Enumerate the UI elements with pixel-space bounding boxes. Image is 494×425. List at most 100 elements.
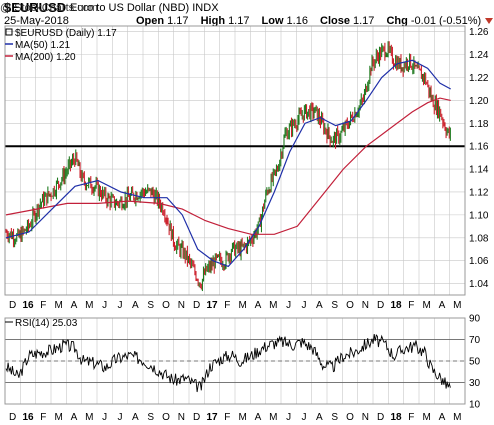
y-tick-label: 1.12	[469, 187, 489, 198]
chg-label: Chg	[386, 15, 408, 27]
x-tick-label: N	[178, 300, 185, 311]
rsi-x-tick-label: 18	[390, 412, 402, 423]
rsi-x-tick-label: A	[132, 412, 139, 423]
x-tick-label: O	[346, 300, 354, 311]
x-tick-label: A	[255, 300, 262, 311]
close-value: 1.17	[353, 15, 375, 27]
ma50-line	[5, 59, 451, 268]
rsi-x-tick-label: A	[255, 412, 262, 423]
rsi-frame	[4, 317, 466, 405]
symbol-title: $EURUSD	[4, 0, 67, 15]
rsi-x-tick-label: M	[269, 412, 277, 423]
legend-ma50-label: MA(50) 1.21	[15, 40, 70, 51]
rsi-x-tick-label: M	[422, 412, 430, 423]
x-tick-label: A	[71, 300, 78, 311]
rsi-x-tick-label: S	[147, 412, 154, 423]
rsi-y-tick-label: 50	[469, 357, 481, 368]
y-tick-label: 1.04	[469, 279, 489, 290]
x-tick-label: A	[132, 300, 139, 311]
high-value: 1.17	[228, 15, 250, 27]
brand-label: @ StockCharts.com	[0, 2, 98, 14]
y-tick-label: 1.06	[469, 256, 489, 267]
x-tick-label: M	[54, 300, 62, 311]
rsi-x-tick-label: A	[71, 412, 78, 423]
x-tick-label: M	[422, 300, 430, 311]
y-tick-label: 1.22	[469, 73, 489, 84]
x-tick-label: F	[408, 300, 414, 311]
rsi-x-tick-label: J	[286, 412, 291, 423]
low-value: 1.16	[286, 15, 308, 27]
legend-price-label: $EURUSD (Daily) 1.17	[15, 28, 117, 39]
x-tick-label: D	[193, 300, 200, 311]
y-tick-label: 1.16	[469, 142, 489, 153]
rsi-line	[5, 334, 451, 393]
rsi-x-tick-label: J	[118, 412, 123, 423]
x-tick-label: D	[377, 300, 384, 311]
rsi-x-tick-label: A	[316, 412, 323, 423]
rsi-x-tick-label: 17	[206, 412, 218, 423]
x-tick-label: S	[147, 300, 154, 311]
close-label: Close	[320, 15, 350, 27]
x-tick-label: 18	[390, 300, 402, 311]
rsi-x-tick-label: M	[238, 412, 246, 423]
rsi-x-tick-label: J	[302, 412, 307, 423]
x-tick-label: M	[453, 300, 461, 311]
y-tick-label: 1.20	[469, 96, 489, 107]
legend-price: $EURUSD (Daily) 1.17	[5, 28, 117, 39]
rsi-x-tick-label: D	[9, 412, 16, 423]
chg-value: -0.01 (-0.51%)	[410, 15, 482, 27]
rsi-x-tick-label: F	[408, 412, 414, 423]
x-tick-label: A	[439, 300, 446, 311]
main-frame	[4, 25, 466, 296]
legend-ma200-label: MA(200) 1.20	[15, 52, 76, 63]
rsi-y-tick-label: 90	[469, 314, 481, 325]
rsi-x-tick-label: O	[162, 412, 170, 423]
low-label: Low	[261, 15, 284, 27]
x-tick-label: F	[224, 300, 230, 311]
x-tick-label: J	[302, 300, 307, 311]
legend-rsi: RSI(14) 25.03	[5, 318, 78, 329]
x-tick-label: J	[102, 300, 107, 311]
legend-rsi-label: RSI(14) 25.03	[15, 318, 78, 329]
high-label: High	[200, 15, 226, 27]
rsi-x-tick-label: N	[178, 412, 185, 423]
legend-price-swatch	[5, 28, 13, 36]
open-label: Open	[136, 15, 165, 27]
rsi-y-tick-label: 10	[469, 400, 481, 411]
rsi-x-tick-label: O	[346, 412, 354, 423]
x-tick-label: O	[162, 300, 170, 311]
y-tick-label: 1.14	[469, 165, 489, 176]
rsi-x-tick-label: F	[40, 412, 46, 423]
x-tick-label: J	[286, 300, 291, 311]
rsi-x-tick-label: M	[54, 412, 62, 423]
rsi-x-tick-label: F	[224, 412, 230, 423]
rsi-x-tick-label: 16	[22, 412, 34, 423]
rsi-y-tick-label: 70	[469, 335, 481, 346]
y-tick-label: 1.18	[469, 119, 489, 130]
rsi-x-tick-label: M	[85, 412, 93, 423]
ohlc-strip: Open 1.17 High 1.17 Low 1.16 Close 1.17 Chg -…	[136, 15, 494, 27]
x-tick-label: A	[316, 300, 323, 311]
x-tick-label: S	[331, 300, 338, 311]
legend-ma200: MA(200) 1.20	[5, 52, 76, 63]
rsi-y-tick-label: 30	[469, 378, 481, 389]
rsi-x-tick-label: S	[331, 412, 338, 423]
y-tick-label: 1.08	[469, 233, 489, 244]
legend-ma50: MA(50) 1.21	[5, 40, 70, 51]
x-tick-label: F	[40, 300, 46, 311]
x-tick-label: 16	[22, 300, 34, 311]
x-tick-label: D	[9, 300, 16, 311]
x-tick-label: M	[85, 300, 93, 311]
open-value: 1.17	[167, 15, 189, 27]
down-arrow-icon	[485, 18, 494, 25]
x-tick-label: J	[118, 300, 123, 311]
x-tick-label: M	[269, 300, 277, 311]
rsi-x-tick-label: A	[439, 412, 446, 423]
rsi-x-tick-label: J	[102, 412, 107, 423]
x-tick-label: N	[362, 300, 369, 311]
y-tick-label: 1.26	[469, 27, 489, 38]
instrument-name: Euro to US Dollar (NBD) INDX	[70, 2, 219, 14]
x-tick-label: M	[238, 300, 246, 311]
y-tick-label: 1.10	[469, 210, 489, 221]
